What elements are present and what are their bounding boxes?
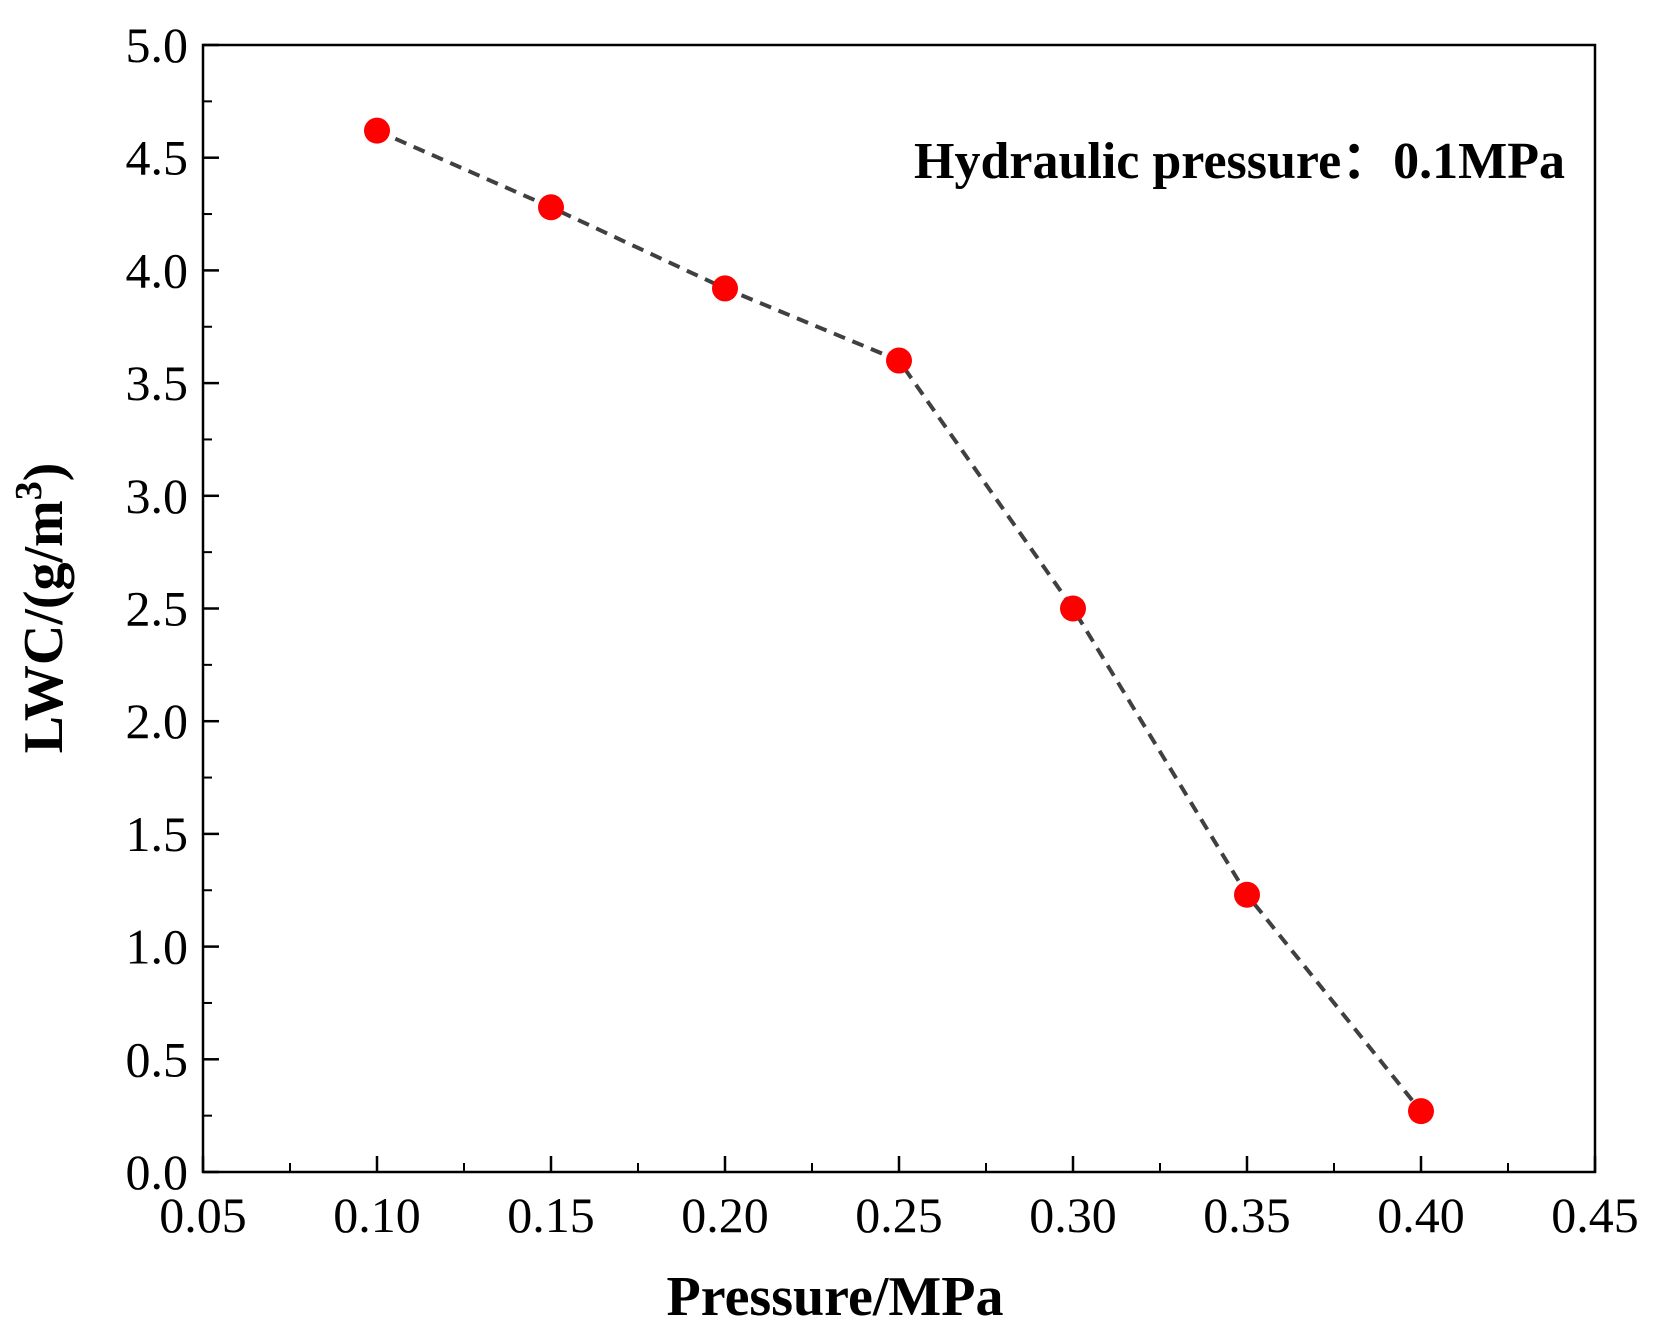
y-axis-title-superscript: 3 bbox=[8, 481, 50, 500]
y-axis-title-suffix: ) bbox=[13, 463, 75, 482]
data-point bbox=[364, 117, 390, 144]
y-axis-title: LWC/(g/m3) bbox=[8, 463, 75, 754]
y-tick-label: 5.0 bbox=[126, 17, 189, 73]
y-tick-label: 2.0 bbox=[126, 693, 189, 749]
y-tick-label: 1.0 bbox=[126, 919, 189, 975]
x-tick-label: 0.25 bbox=[855, 1187, 943, 1243]
y-tick-label: 2.5 bbox=[126, 581, 189, 637]
x-tick-label: 0.15 bbox=[507, 1187, 595, 1243]
x-tick-label: 0.20 bbox=[681, 1187, 769, 1243]
data-point bbox=[538, 194, 564, 221]
x-tick-label: 0.35 bbox=[1203, 1187, 1291, 1243]
y-tick-label: 4.0 bbox=[126, 242, 189, 298]
data-point bbox=[712, 275, 738, 302]
y-tick-label: 0.5 bbox=[126, 1031, 189, 1087]
y-tick-label: 3.5 bbox=[126, 355, 189, 411]
x-tick-label: 0.30 bbox=[1029, 1187, 1117, 1243]
y-tick-label: 0.0 bbox=[126, 1144, 189, 1200]
data-point bbox=[1234, 881, 1260, 908]
y-axis-title-main: LWC/(g/m bbox=[13, 500, 75, 753]
y-tick-label: 1.5 bbox=[126, 806, 189, 862]
y-tick-label: 3.0 bbox=[126, 468, 189, 524]
data-point bbox=[886, 347, 912, 374]
x-tick-label: 0.10 bbox=[333, 1187, 421, 1243]
data-point bbox=[1408, 1098, 1434, 1125]
x-tick-label: 0.40 bbox=[1377, 1187, 1465, 1243]
y-tick-label: 4.5 bbox=[126, 130, 189, 186]
x-tick-label: 0.45 bbox=[1551, 1187, 1639, 1243]
data-point bbox=[1060, 595, 1086, 622]
x-axis-title: Pressure/MPa bbox=[667, 1266, 1004, 1328]
x-tick-label: 0.05 bbox=[159, 1187, 247, 1243]
plot-frame bbox=[201, 43, 1597, 1174]
annotation-label: Hydraulic pressure：0.1MPa bbox=[914, 133, 1565, 190]
